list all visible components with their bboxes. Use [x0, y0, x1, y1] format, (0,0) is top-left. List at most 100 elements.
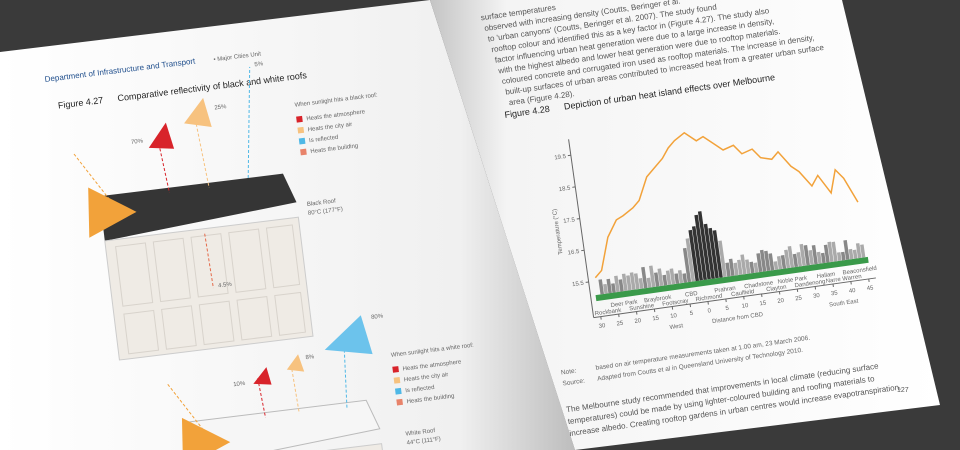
skyline [649, 265, 656, 288]
skyline [784, 249, 791, 269]
air-arrow [253, 367, 272, 385]
skyline [611, 283, 616, 293]
swatch [297, 126, 305, 134]
atmo-arrow [184, 97, 212, 128]
suburb: Narre Warren [825, 274, 862, 285]
legend-item: Heats the city air [404, 372, 449, 383]
skyline [674, 273, 680, 284]
skyline [848, 248, 854, 260]
x-tick-label: 40 [849, 288, 857, 295]
y-tick-label: 16.5 [567, 249, 580, 257]
y-tick-label: 19.5 [554, 154, 567, 162]
skyline [657, 268, 664, 287]
skyline [708, 227, 719, 279]
swatch [393, 376, 401, 384]
x-tick-label: 20 [634, 318, 642, 325]
skyline [780, 254, 787, 269]
white-roof [186, 399, 381, 450]
arrow-line [291, 368, 300, 414]
skyline [776, 256, 783, 270]
suburb: Deer Park [610, 299, 639, 309]
skyline [669, 268, 676, 285]
skyline [685, 238, 696, 282]
roof-caption: White Roof [405, 428, 436, 438]
suburb: Chadstone [744, 280, 774, 290]
suburb: Rockbank [594, 308, 622, 318]
skyline [773, 261, 779, 270]
skyline [728, 258, 735, 277]
skyline [688, 229, 700, 282]
skyline [629, 272, 636, 290]
y-axis [568, 139, 595, 318]
suburb: Braybrook [644, 294, 673, 304]
suburb: Footscray [662, 298, 689, 308]
suburb: Dandenong [794, 279, 826, 289]
skyline [831, 241, 838, 262]
skyline [737, 259, 743, 275]
skyline [768, 253, 775, 271]
pct: 70% [131, 138, 144, 145]
arrow-line [157, 138, 170, 193]
arrow-line [257, 378, 267, 418]
x-tick-label: 25 [616, 320, 624, 327]
x-tick-label: 25 [795, 295, 803, 302]
skyline [759, 249, 767, 272]
direction: West [669, 323, 684, 331]
x-tick-label: 10 [670, 313, 678, 320]
legend-item: Is reflected [309, 135, 339, 145]
roof-temp: 44°C (111°F) [406, 436, 441, 446]
x-tick-label: 30 [598, 323, 606, 330]
window-grid [115, 224, 306, 355]
skyline [836, 252, 842, 262]
skyline [852, 249, 858, 259]
skyline [712, 230, 723, 278]
suburb: Noble Park [777, 275, 808, 285]
legend-item: Is reflected [405, 385, 435, 395]
x-tick-label: 30 [813, 293, 821, 300]
skyline [641, 266, 648, 289]
legend-item: Heats the building [310, 143, 358, 155]
skyline [682, 273, 688, 283]
skyline [799, 243, 806, 267]
skyline [691, 226, 703, 281]
x-tick-label: 5 [689, 311, 694, 317]
x-tick-label: 15 [652, 315, 660, 322]
temperature-line [594, 131, 859, 279]
skyline [725, 262, 731, 277]
skyline [654, 272, 660, 287]
skyline [733, 262, 739, 276]
pct: 80% [371, 313, 384, 320]
skyline [792, 253, 799, 268]
suburb: Prahran [714, 286, 736, 295]
skyline [682, 247, 692, 283]
skyline [662, 274, 668, 286]
swatch [396, 398, 404, 406]
skyline [677, 270, 684, 284]
skyline [803, 244, 810, 266]
roof-caption: Black Roof [307, 198, 337, 208]
x-tick-label: 0 [707, 308, 712, 314]
x-tick-label: 10 [741, 303, 749, 310]
page-number: 127 [897, 387, 909, 394]
legend-item: Heats the building [406, 393, 454, 405]
ground [595, 256, 869, 302]
skyline [598, 279, 604, 295]
x-axis [593, 277, 876, 319]
skyline [827, 241, 834, 263]
skyline [753, 262, 759, 273]
note-label: Note: [561, 368, 578, 377]
skyline [808, 250, 814, 265]
pct: 8% [305, 354, 315, 361]
white-roof-figure: 10% 8% 80% 1.5% When sunlight hits a whi… [167, 313, 474, 450]
header-unit: • Major Cities Unit [213, 51, 261, 63]
pct: 25% [214, 104, 227, 111]
skyline [694, 214, 707, 280]
air-arrow [148, 122, 175, 149]
skyline [703, 223, 715, 279]
skyline [665, 270, 672, 285]
reflect-arrow [324, 315, 373, 355]
skyline [840, 251, 846, 261]
swatch [300, 148, 307, 156]
skyline [796, 252, 803, 267]
